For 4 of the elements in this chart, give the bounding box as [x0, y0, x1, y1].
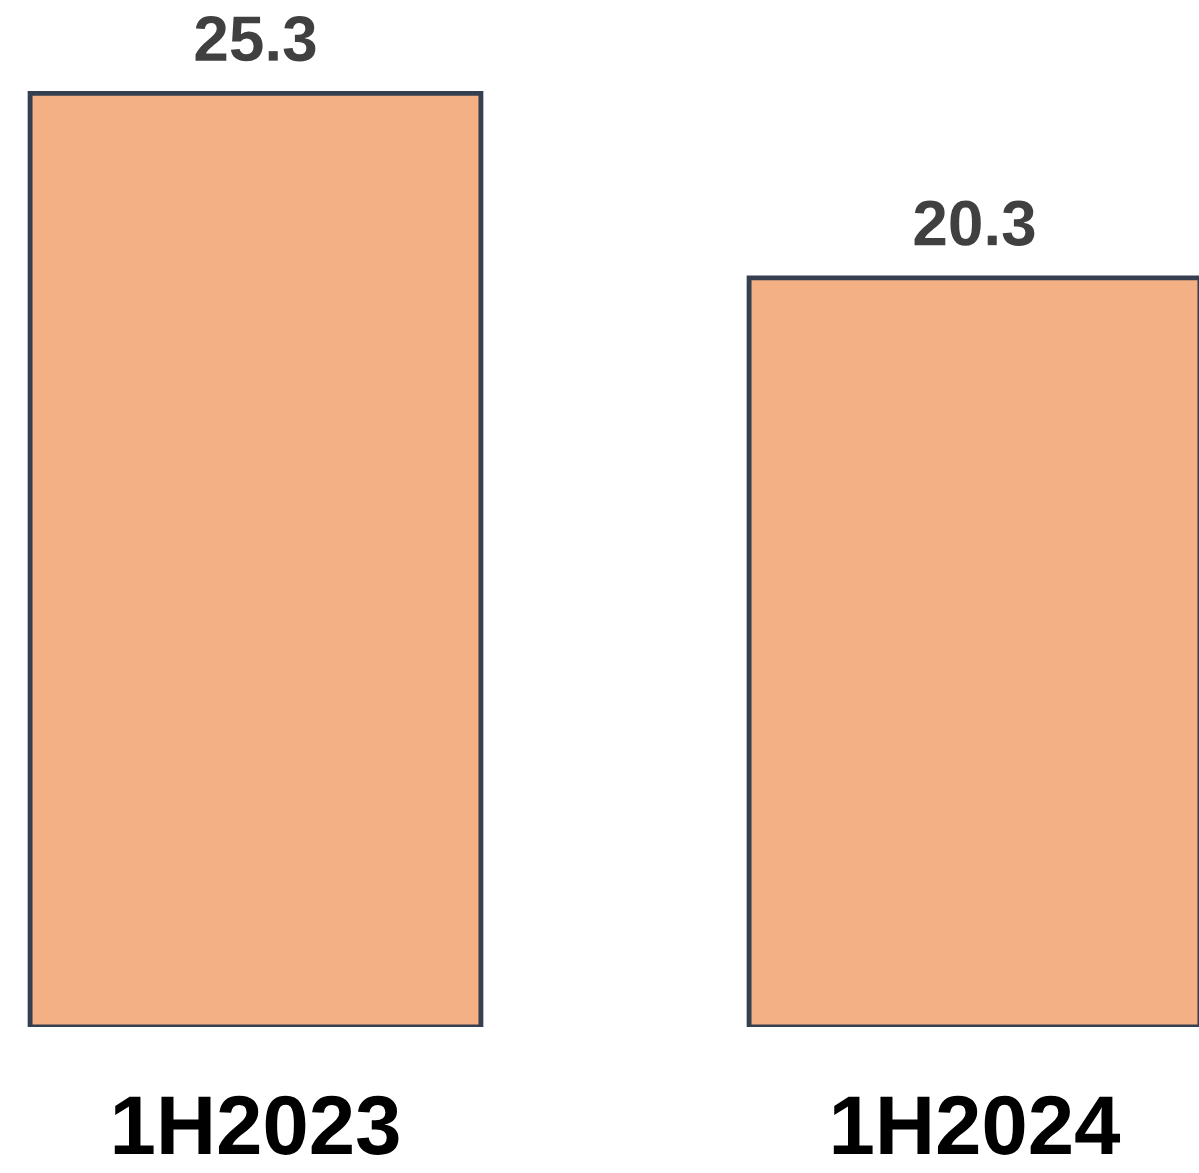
data-label: 25.3 [195, 16, 316, 62]
x-tick-label: 1H2024 [833, 1095, 1121, 1155]
x-tick-label: 1H2023 [114, 1095, 399, 1155]
data-label: 20.3 [914, 200, 1035, 246]
